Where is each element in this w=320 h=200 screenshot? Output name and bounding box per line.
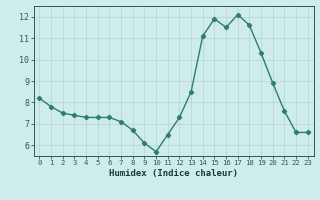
X-axis label: Humidex (Indice chaleur): Humidex (Indice chaleur): [109, 169, 238, 178]
